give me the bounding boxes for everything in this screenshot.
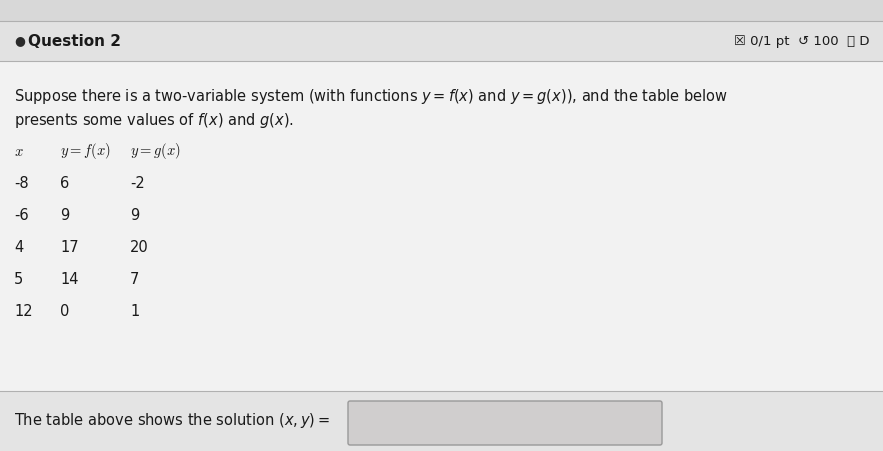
Text: 12: 12 <box>14 304 33 318</box>
Text: presents some values of $f(x)$ and $g(x)$.: presents some values of $f(x)$ and $g(x)… <box>14 111 294 130</box>
Text: 6: 6 <box>60 175 69 190</box>
Text: 14: 14 <box>60 272 79 286</box>
Text: 7: 7 <box>130 272 140 286</box>
Text: -2: -2 <box>130 175 145 190</box>
Text: 9: 9 <box>60 207 69 222</box>
Text: The table above shows the solution $(x, y) =$: The table above shows the solution $(x, … <box>14 411 330 431</box>
Text: 9: 9 <box>130 207 140 222</box>
Text: 4: 4 <box>14 239 23 254</box>
Text: $x$: $x$ <box>14 143 24 158</box>
Text: 0: 0 <box>60 304 70 318</box>
Text: 17: 17 <box>60 239 79 254</box>
Bar <box>0 0 883 21</box>
Text: 20: 20 <box>130 239 148 254</box>
Text: Suppose there is a two-variable system (with functions $y = f(x)$ and $y = g(x)$: Suppose there is a two-variable system (… <box>14 87 728 106</box>
Bar <box>0 391 883 451</box>
FancyBboxPatch shape <box>348 401 662 445</box>
Text: -8: -8 <box>14 175 28 190</box>
Text: $y = g(x)$: $y = g(x)$ <box>130 141 181 161</box>
Text: ☒ 0/1 pt  ↺ 100  ⓘ D: ☒ 0/1 pt ↺ 100 ⓘ D <box>735 34 870 47</box>
Text: 1: 1 <box>130 304 140 318</box>
Bar <box>0 21 883 61</box>
Text: -6: -6 <box>14 207 28 222</box>
Text: ●: ● <box>14 34 25 47</box>
Text: $y = f(x)$: $y = f(x)$ <box>60 141 111 161</box>
Text: 5: 5 <box>14 272 23 286</box>
Text: Question 2: Question 2 <box>28 33 121 49</box>
